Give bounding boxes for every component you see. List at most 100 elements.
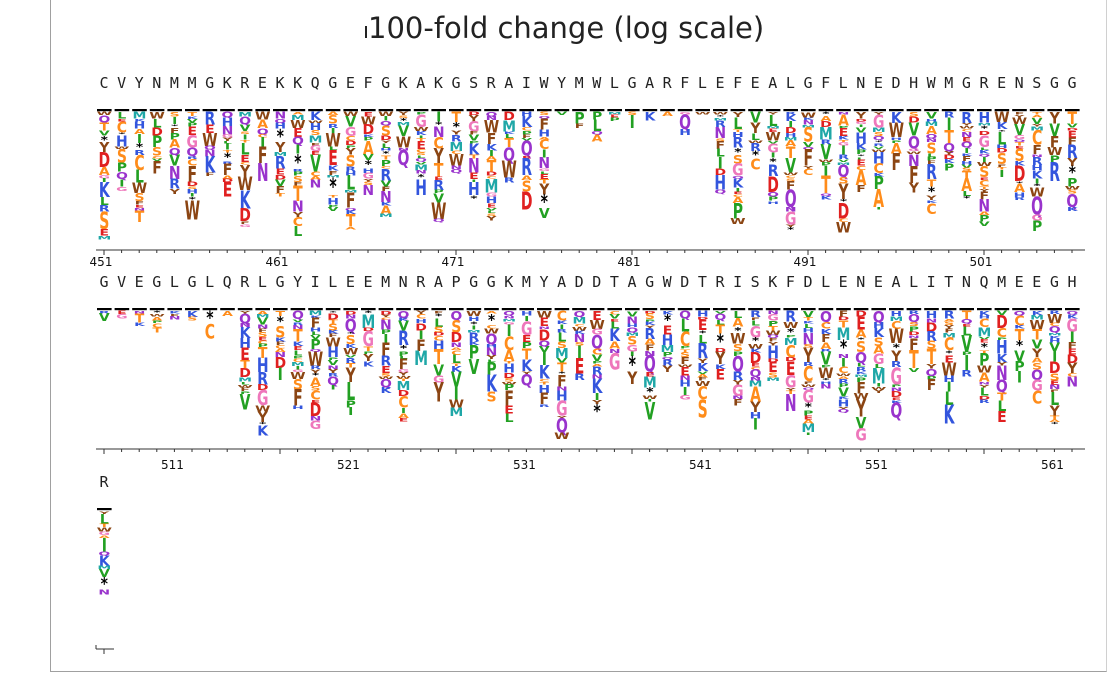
logo-letter: D: [785, 357, 797, 363]
logo-letter: Q: [591, 331, 603, 353]
logo-letter: L: [945, 388, 954, 409]
logo-letter: W: [871, 149, 886, 153]
logo-letter: S: [997, 150, 1007, 168]
logo-letter: K: [398, 318, 410, 323]
logo-letter: E: [680, 365, 690, 378]
logo-letter: N: [926, 317, 938, 324]
logo-letter: C: [134, 152, 144, 175]
column-top-bar: [748, 308, 763, 311]
logo-letter: Q: [662, 357, 674, 361]
logo-letter: D: [503, 109, 515, 122]
title-marker: [365, 26, 367, 38]
logo-letter: R: [310, 366, 321, 371]
logo-letter: Q: [961, 140, 973, 150]
logo-letter: H: [380, 148, 392, 152]
logo-letter: Q: [503, 144, 515, 166]
logo-letter: *: [875, 140, 883, 144]
logo-letter: L: [716, 319, 725, 326]
logo-letter: F: [980, 190, 990, 202]
logo-letter: A: [820, 115, 831, 123]
chart-title: 100-fold change (log scale): [368, 11, 765, 45]
logo-letter: P: [469, 342, 479, 364]
logo-letter: K: [486, 142, 498, 152]
logo-letter: L: [100, 512, 109, 528]
logo-letter: P: [821, 162, 832, 167]
wildtype-residue: I: [733, 273, 742, 291]
logo-letter: *: [101, 134, 109, 145]
x-tick-label: 451: [90, 255, 113, 269]
logo-letter: Y: [415, 310, 427, 315]
logo-letter: P: [962, 351, 973, 356]
logo-letter: V: [803, 140, 814, 149]
logo-letter: V: [820, 142, 831, 165]
logo-letter: L: [293, 349, 302, 358]
column-top-bar: [308, 109, 323, 112]
wildtype-residue: M: [170, 74, 179, 92]
logo-letter: D: [415, 321, 427, 332]
logo-letter: G: [767, 142, 778, 156]
logo-letter: F: [135, 201, 145, 206]
logo-letter: S: [363, 181, 373, 186]
logo-letter: H: [222, 115, 234, 128]
logo-letter: D: [1066, 128, 1078, 132]
logo-letter: G: [556, 398, 567, 421]
wildtype-residue: I: [927, 273, 936, 291]
logo-letter: Y: [379, 140, 391, 145]
logo-letter: Y: [732, 379, 744, 386]
x-tick-label: 551: [865, 458, 888, 472]
logo-letter: A: [398, 412, 410, 420]
logo-letter: E: [100, 227, 110, 238]
column-top-bar: [607, 308, 622, 311]
logo-letter: R: [381, 166, 392, 185]
logo-letter: H: [521, 310, 533, 318]
logo-letter: Y: [1049, 403, 1061, 419]
logo-letter: S: [645, 312, 655, 321]
column-top-bar: [325, 308, 341, 311]
logo-letter: Y: [943, 151, 955, 156]
logo-letter: P: [821, 365, 832, 369]
logo-letter: I: [506, 321, 511, 340]
logo-letter: K: [750, 348, 762, 354]
logo-letter: P: [258, 343, 269, 348]
logo-letter: T: [293, 182, 303, 207]
column-top-bar: [290, 109, 306, 112]
logo-letter: A: [328, 111, 339, 116]
logo-letter: S: [398, 115, 408, 119]
logo-letter: *: [734, 325, 741, 336]
logo-letter: Q: [767, 191, 779, 199]
wildtype-residue: E: [751, 74, 760, 92]
logo-letter: D: [538, 327, 550, 345]
logo-letter: W: [765, 131, 780, 144]
logo-letter: H: [257, 355, 269, 378]
logo-letter: K: [187, 116, 199, 120]
logo-letter: E: [980, 177, 990, 181]
logo-letter: V: [240, 123, 251, 133]
logo-letter: L: [434, 317, 443, 331]
logo-letter: W: [149, 110, 164, 121]
logo-letter: G: [785, 371, 796, 392]
logo-letter: *: [805, 401, 813, 413]
logo-letter: Q: [1049, 324, 1061, 335]
logo-letter: Y: [1013, 115, 1025, 119]
logo-letter: E: [856, 313, 866, 334]
logo-letter: D: [222, 179, 234, 184]
logo-letter: I: [876, 383, 881, 388]
logo-letter: P: [592, 361, 603, 365]
logo-letter: Y: [433, 377, 444, 408]
logo-letter: L: [417, 155, 427, 159]
logo-letter: M: [801, 125, 815, 129]
logo-letter: V: [979, 220, 991, 227]
logo-letter: P: [574, 109, 584, 128]
wildtype-residue: Y: [539, 273, 548, 291]
wildtype-residue: A: [768, 74, 777, 92]
logo-letter: H: [345, 171, 357, 177]
logo-letter: E: [645, 371, 655, 378]
logo-letter: V: [345, 114, 356, 130]
column-top-bar: [537, 109, 552, 112]
logo-letter: F: [839, 309, 849, 319]
logo-letter: K: [1014, 325, 1026, 330]
column-top-bar: [273, 308, 288, 311]
logo-letter: A: [504, 349, 516, 365]
column-top-bar: [378, 109, 394, 112]
logo-letter: S: [733, 154, 743, 167]
